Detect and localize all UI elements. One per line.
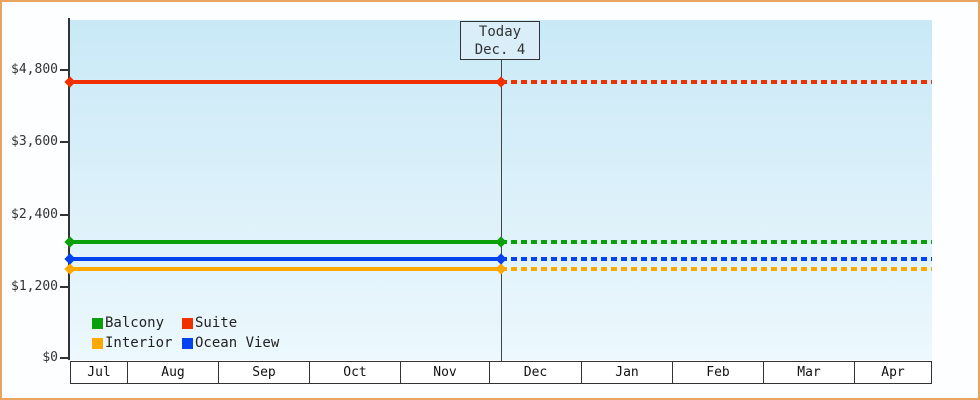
series-line-solid-balcony [70,239,501,244]
y-axis [68,18,70,360]
legend-swatch-suite [182,317,193,329]
x-axis-month-cell: Aug [128,362,219,383]
legend-label-interior: Interior [105,335,173,351]
legend-label-balcony: Balcony [105,315,165,331]
legend-label-suite: Suite [195,315,238,331]
x-axis-month-cell: Jul [70,362,128,383]
today-vertical-line [501,60,502,361]
x-axis-month-cell: Sep [219,362,310,383]
series-marker-ocean-view [64,253,76,265]
x-axis-month-cell: Jan [582,362,673,383]
legend-swatch-interior [92,337,103,349]
legend-label-ocean-view: Ocean View [195,335,280,351]
y-tick-mark [60,141,68,143]
legend-swatch-balcony [92,317,103,329]
x-axis-month-cell: Apr [855,362,932,383]
series-line-dashed-ocean-view [501,257,932,262]
y-tick-label: $4,800 [11,62,58,77]
x-axis-month-cell: Feb [673,362,764,383]
legend-item-ocean-view: Ocean View [182,333,279,353]
today-annotation-box: Today Dec. 4 [460,21,540,60]
y-tick-label: $0 [42,350,58,365]
x-axis-month-cell: Mar [764,362,855,383]
today-label: Today [478,24,522,40]
series-line-dashed-balcony [501,239,932,244]
legend: Balcony Suite Interior Ocean View [92,313,279,353]
x-axis-month-cell: Nov [401,362,490,383]
series-marker-interior [495,263,507,275]
today-date: Dec. 4 [474,42,526,58]
series-line-dashed-interior [501,266,932,271]
series-line-solid-interior [70,266,501,271]
series-marker-balcony [64,235,76,248]
y-tick-mark [60,357,68,359]
series-marker-suite [64,76,76,88]
series-marker-suite [495,76,507,88]
legend-item-balcony: Balcony [92,313,182,333]
x-axis-month-cell: Dec [490,362,582,383]
x-axis-month-cell: Oct [310,362,401,383]
legend-item-suite: Suite [182,313,279,333]
legend-swatch-ocean-view [182,337,193,349]
series-marker-balcony [495,235,507,248]
series-line-solid-suite [70,80,501,85]
y-tick-label: $3,600 [11,134,58,149]
x-axis-month-row: Jul Aug Sep Oct Nov Dec Jan Feb Mar Apr [70,361,932,384]
legend-item-interior: Interior [92,333,182,353]
y-tick-label: $1,200 [11,279,58,294]
series-line-dashed-suite [501,80,932,85]
y-tick-mark [60,214,68,216]
y-tick-mark [60,286,68,288]
y-tick-label: $2,400 [11,207,58,222]
y-tick-mark [60,69,68,71]
series-marker-interior [64,263,76,275]
series-marker-ocean-view [495,253,507,265]
series-line-solid-ocean-view [70,257,501,262]
